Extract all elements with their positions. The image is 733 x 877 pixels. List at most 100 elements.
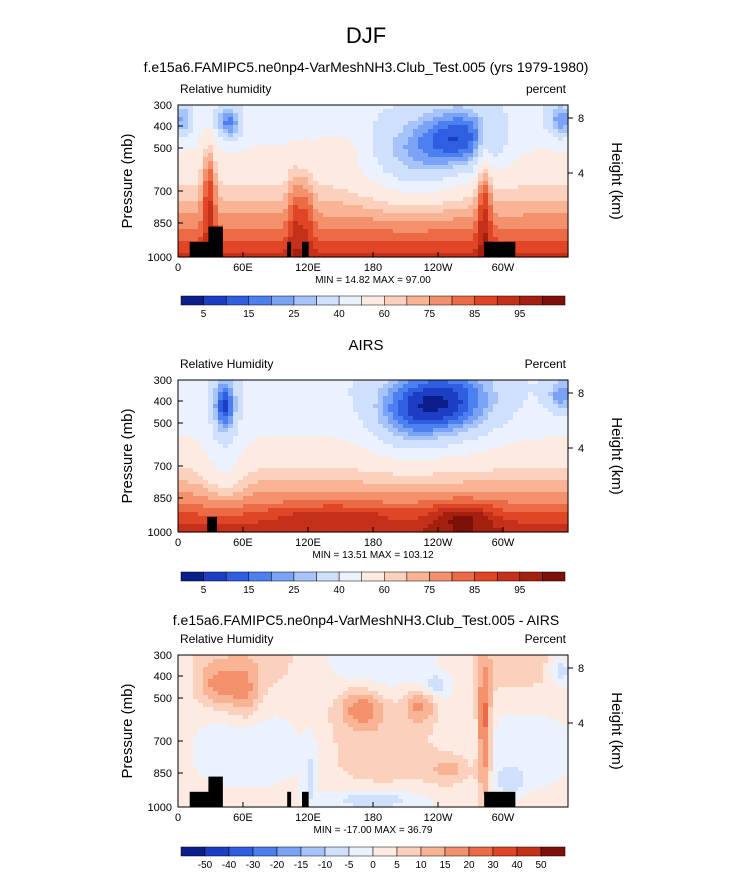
colorbar-swatch (249, 572, 272, 581)
topography-mask (208, 777, 222, 807)
topography-mask (208, 227, 222, 257)
height-tick-label: 8 (578, 113, 584, 125)
colorbar-swatch (317, 296, 340, 305)
colorbar-swatch (373, 847, 397, 856)
colorbar-swatch (452, 296, 475, 305)
colorbar-swatch (271, 572, 294, 581)
panel-subtitle-right: percent (526, 82, 567, 96)
heatmap-field (178, 380, 569, 533)
colorbar-label: 85 (469, 585, 481, 596)
colorbar-label: 15 (439, 860, 451, 871)
colorbar-label: 50 (535, 860, 547, 871)
pressure-tick-label: 500 (154, 143, 172, 155)
height-tick-label: 4 (578, 718, 584, 730)
x-tick-label: 0 (175, 812, 181, 824)
colorbar-swatch (475, 572, 498, 581)
colorbar-swatch (181, 847, 205, 856)
colorbar-swatch (205, 847, 229, 856)
panel-subtitle-right: Percent (525, 357, 567, 371)
pressure-tick-label: 400 (154, 121, 172, 133)
min-max-stats: MIN = 13.51 MAX = 103.12 (312, 550, 434, 561)
y-axis-right-label: Height (km) (608, 692, 625, 770)
colorbar-swatch (497, 296, 520, 305)
colorbar-label: 60 (379, 585, 391, 596)
panel-title: f.e15a6.FAMIPC5.ne0np4-VarMeshNH3.Club_T… (173, 612, 560, 628)
y-axis-label: Pressure (mb) (119, 133, 136, 228)
panel-title: f.e15a6.FAMIPC5.ne0np4-VarMeshNH3.Club_T… (144, 59, 589, 75)
colorbar-label: 95 (514, 585, 526, 596)
topography-mask (190, 792, 211, 807)
y-axis-right-label: Height (km) (608, 417, 625, 495)
min-max-stats: MIN = -17.00 MAX = 36.79 (314, 825, 433, 836)
x-tick-label: 60W (492, 262, 515, 274)
x-tick-label: 60E (233, 537, 253, 549)
pressure-tick-label: 850 (154, 493, 172, 505)
colorbar-swatch (317, 572, 340, 581)
colorbar-swatch (407, 572, 430, 581)
topography-mask (190, 242, 211, 257)
pressure-tick-label: 400 (154, 671, 172, 683)
pressure-tick-label: 700 (154, 186, 172, 198)
panel-1: f.e15a6.FAMIPC5.ne0np4-VarMeshNH3.Club_T… (119, 59, 625, 320)
height-tick-label: 4 (578, 443, 584, 455)
colorbar-label: 60 (379, 309, 391, 320)
colorbar-label: 75 (424, 585, 436, 596)
x-tick-label: 60E (233, 262, 253, 274)
colorbar-swatch (520, 296, 543, 305)
topography-mask (207, 517, 217, 532)
colorbar-swatch (397, 847, 421, 856)
colorbar-label: 20 (463, 860, 475, 871)
colorbar-label: 25 (288, 309, 300, 320)
topography-mask (484, 792, 515, 807)
colorbar-label: 5 (201, 309, 207, 320)
colorbar-label: 40 (334, 309, 346, 320)
pressure-tick-label: 850 (154, 768, 172, 780)
colorbar-swatch (181, 296, 204, 305)
x-tick-label: 120E (295, 537, 321, 549)
min-max-stats: MIN = 14.82 MAX = 97.00 (315, 275, 431, 286)
heatmap-field (178, 105, 569, 258)
x-tick-label: 120W (424, 537, 453, 549)
panel-3: f.e15a6.FAMIPC5.ne0np4-VarMeshNH3.Club_T… (119, 612, 625, 871)
colorbar-label: -20 (270, 860, 285, 871)
colorbar-swatch (271, 296, 294, 305)
pressure-tick-label: 300 (154, 100, 172, 112)
topography-mask (484, 242, 515, 257)
x-tick-label: 0 (175, 262, 181, 274)
x-tick-label: 60W (492, 537, 515, 549)
colorbar-swatch (253, 847, 277, 856)
x-tick-label: 120E (295, 262, 321, 274)
colorbar-swatch (541, 847, 565, 856)
colorbar-swatch (349, 847, 373, 856)
colorbar-label: 5 (394, 860, 400, 871)
height-tick-label: 8 (578, 663, 584, 675)
x-tick-label: 180 (364, 812, 382, 824)
colorbar-swatch (301, 847, 325, 856)
y-axis-right-label: Height (km) (608, 142, 625, 220)
colorbar-swatch (181, 572, 204, 581)
topography-mask (287, 242, 291, 257)
colorbar-label: -50 (198, 860, 213, 871)
colorbar-label: 5 (201, 585, 207, 596)
colorbar-swatch (362, 296, 385, 305)
colorbar-label: -40 (222, 860, 237, 871)
x-tick-label: 180 (364, 262, 382, 274)
colorbar-swatch (469, 847, 493, 856)
colorbar-label: 15 (243, 585, 255, 596)
panel-subtitle-left: Relative Humidity (180, 357, 273, 371)
colorbar-swatch (520, 572, 543, 581)
colorbar-label: 40 (334, 585, 346, 596)
colorbar-swatch (445, 847, 469, 856)
colorbar-swatch (497, 572, 520, 581)
colorbar-swatch (421, 847, 445, 856)
colorbar-swatch (542, 296, 565, 305)
colorbar-swatch (493, 847, 517, 856)
x-tick-label: 120E (295, 812, 321, 824)
colorbar-swatch (542, 572, 565, 581)
colorbar-swatch (339, 296, 362, 305)
panel-subtitle-left: Relative humidity (180, 82, 271, 96)
panel-subtitle-right: Percent (525, 632, 567, 646)
